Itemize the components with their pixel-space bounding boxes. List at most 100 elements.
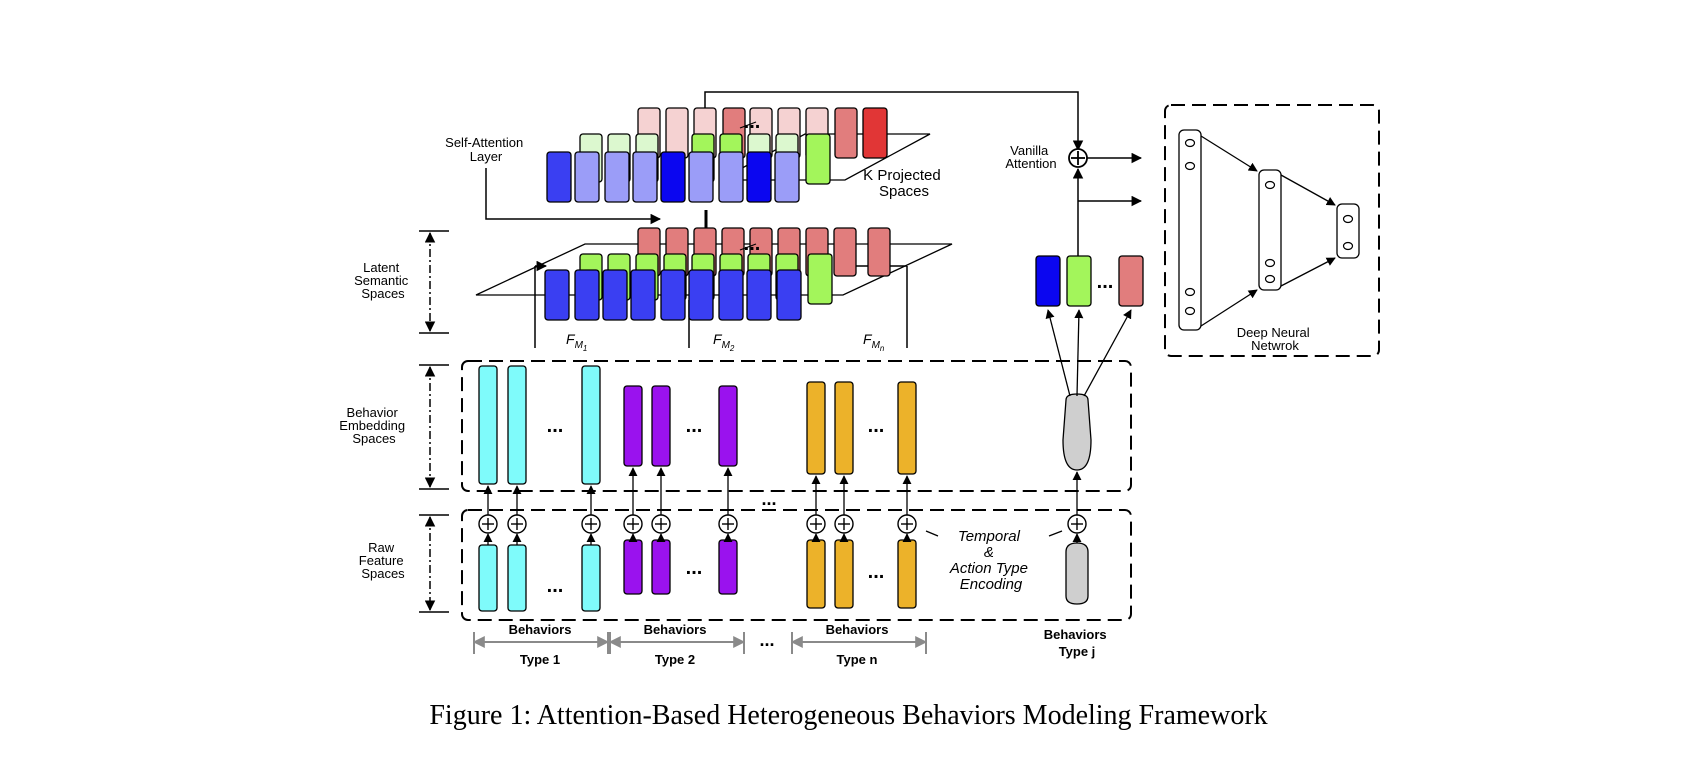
svg-text:Behaviors: Behaviors [509,622,572,637]
embedding-cyan-block [478,365,498,485]
raw-feature-region [461,509,1132,621]
raw-cyan-block [478,544,498,612]
projected-blue-block [660,151,686,203]
latent-side-arrow-right [843,266,908,348]
dnn-edge [1200,135,1258,172]
fm1-label: FM1 [566,331,587,353]
group-ellipsis: ... [759,630,774,650]
embedding-cyan-block [581,365,601,485]
embedding-cyan-ellipsis: ... [547,415,564,437]
output-ellipsis: ... [1097,271,1114,293]
fm2-label: FM2 [713,331,735,353]
latent-blue-block [574,269,600,321]
dnn-node [1184,306,1196,316]
dnn-node [1342,241,1354,251]
dnn-node [1184,161,1196,171]
latent-blue-block [602,269,628,321]
svg-text:Type n: Type n [837,652,878,667]
projected-blue-block [688,151,714,203]
latent-ellipsis: ... [744,233,761,255]
dnn-node [1264,274,1276,284]
projected-pink-light-block [665,107,689,159]
svg-text:Behaviors: Behaviors [644,622,707,637]
embedding-bracket [419,364,449,490]
behavior-group-type-1: Behaviors Type 1 [472,622,610,667]
temporal-pointer-right [1048,530,1063,537]
gray-to-pink-arrow [1083,309,1132,397]
svg-text:Type 1: Type 1 [520,652,560,667]
raw-cyan-ellipsis: ... [547,575,564,597]
latent-green-block [807,253,833,305]
deep-neural-network-region [1164,104,1380,357]
raw-gray-block [1065,542,1089,605]
latent-pink-block [833,227,857,277]
k-projected-label: K Projected Spaces [863,167,945,200]
embedding-gold-block [897,381,917,475]
temporal-encoding-label: Temporal & Action Type Encoding [949,528,1032,593]
output-blue-block [1035,255,1061,307]
embedding-gold-ellipsis: ... [868,415,885,437]
raw-cyan-block [581,544,601,612]
between-region-ellipsis: ... [761,489,776,509]
raw-bracket [419,514,449,613]
dnn-node [1342,214,1354,224]
projected-blue-block [718,151,744,203]
figure-caption: Figure 1: Attention-Based Heterogeneous … [429,700,1268,731]
behavior-embedding-label: Behavior Embedding Spaces [339,405,408,446]
temporal-pointer-left [925,530,939,537]
raw-gold-block [834,539,854,609]
output-pink-block [1118,255,1144,307]
embedding-gold-block [834,381,854,475]
embedding-purple-block [718,385,738,467]
embedding-gold-block [806,381,826,475]
vanilla-attention-label: Vanilla Attention [1005,143,1056,171]
latent-blue-block [718,269,744,321]
raw-feature-label: Raw Feature Spaces [359,540,407,581]
projected-green-block [805,133,831,185]
dnn-hidden-layer [1258,169,1282,291]
projected-pink-block [834,107,858,159]
latent-bracket [419,230,449,334]
raw-gold-block [897,539,917,609]
self-attention-label: Self-Attention Layer [445,135,527,164]
projected-blue-block [774,151,800,203]
projected-blue-block [574,151,600,203]
vanilla-attention-plus [1068,148,1088,168]
residual-path [704,91,1084,152]
projected-blue-block [746,151,772,203]
raw-cyan-block [507,544,527,612]
raw-purple-ellipsis: ... [686,557,703,579]
gray-to-green-arrow [1074,309,1084,397]
raw-gold-ellipsis: ... [868,561,885,583]
projected-blue-block [546,151,572,203]
raw-gold-block [806,539,826,609]
self-attention-arrow [485,168,662,225]
latent-blue-block [688,269,714,321]
svg-text:Type 2: Type 2 [655,652,695,667]
dnn-edge [1280,257,1336,287]
embedding-cyan-block [507,365,527,485]
raw-purple-block [623,539,643,595]
dnn-edge [1200,289,1258,327]
latent-pink-block [867,227,891,277]
dnn-node [1264,258,1276,268]
gray-to-blue-arrow [1045,309,1071,397]
output-green-block [1066,255,1092,307]
behavior-embedding-region [461,360,1132,492]
embedding-purple-block [651,385,671,467]
latent-blue-block [746,269,772,321]
projected-red-block [862,107,888,159]
projected-ellipsis: ... [744,111,761,133]
latent-blue-block [660,269,686,321]
latent-spaces-label: Latent Semantic Spaces [354,260,412,301]
latent-connector [739,243,757,251]
dnn-node [1184,287,1196,297]
dnn-node [1184,138,1196,148]
embedding-gray-block [1062,393,1092,471]
projected-blue-block [632,151,658,203]
projected-connector [739,121,757,129]
deep-nn-label: Deep Neural Netwrok [1237,325,1314,353]
svg-text:Behaviors: Behaviors [826,622,889,637]
behavior-type-j-label: Behaviors Type j [1044,627,1111,659]
